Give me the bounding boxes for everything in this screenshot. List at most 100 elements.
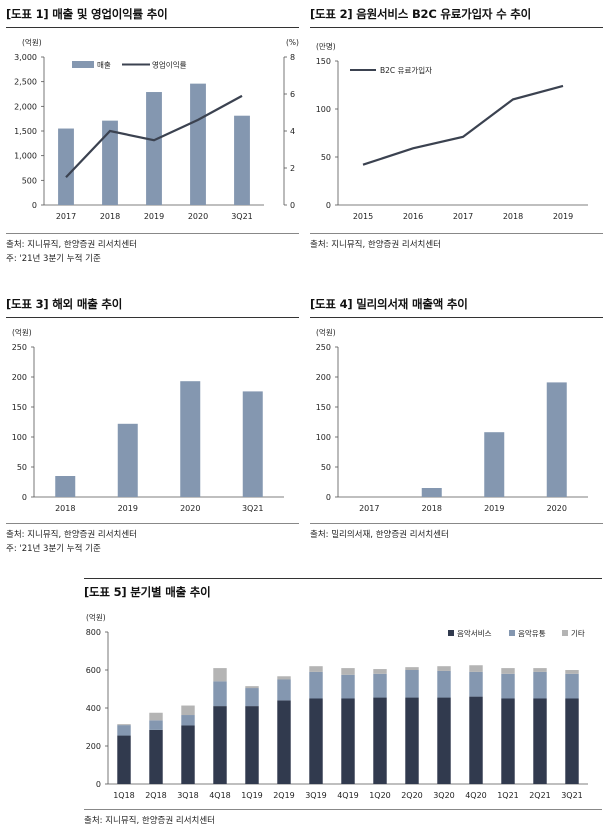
bar-2018 bbox=[55, 476, 76, 497]
x-tick-label: 3Q20 bbox=[433, 791, 455, 800]
y-tick-label: 100 bbox=[12, 433, 27, 442]
x-tick-label: 2020 bbox=[547, 504, 567, 513]
y-tick-label: 200 bbox=[12, 373, 27, 382]
y2-axis-unit: (%) bbox=[286, 38, 299, 47]
x-tick-label: 2018 bbox=[422, 504, 442, 513]
x-tick-label: 1Q19 bbox=[241, 791, 263, 800]
bar-음악서비스-3Q19 bbox=[309, 698, 323, 784]
figure-2-bottom-rule bbox=[310, 233, 603, 234]
legend-label-영업이익률: 영업이익률 bbox=[152, 60, 187, 70]
bar-기타-1Q18 bbox=[117, 724, 131, 726]
legend-swatch-기타 bbox=[562, 630, 568, 636]
y-tick-label: 0 bbox=[96, 780, 101, 789]
y-tick-label: 50 bbox=[17, 463, 27, 472]
x-tick-label: 2020 bbox=[188, 212, 208, 221]
figure-1-top-rule bbox=[6, 27, 299, 28]
bar-2020 bbox=[180, 381, 201, 497]
bar-음악유통-3Q19 bbox=[309, 671, 323, 699]
x-tick-label: 3Q21 bbox=[242, 504, 264, 513]
bar-매출 bbox=[102, 120, 118, 205]
figure-5-top-rule bbox=[84, 578, 602, 579]
bar-음악유통-1Q19 bbox=[245, 688, 259, 707]
y-tick-label: 2,500 bbox=[14, 78, 37, 87]
figure-1-note: 주: '21년 3분기 누적 기준 bbox=[6, 254, 101, 264]
y-tick-label: 0 bbox=[326, 493, 331, 502]
legend-swatch-음악서비스 bbox=[448, 630, 454, 636]
bar-기타-2Q18 bbox=[149, 712, 163, 721]
bar-기타-1Q19 bbox=[245, 686, 259, 689]
bar-매출 bbox=[190, 83, 206, 205]
y-tick-label: 400 bbox=[86, 704, 101, 713]
x-tick-label: 2018 bbox=[100, 212, 120, 221]
y2-tick-label: 8 bbox=[290, 53, 295, 62]
bar-음악서비스-4Q20 bbox=[469, 696, 483, 784]
bar-음악유통-4Q20 bbox=[469, 671, 483, 697]
y-tick-label: 250 bbox=[12, 343, 27, 352]
legend-label-기타: 기타 bbox=[571, 629, 585, 638]
bar-음악서비스-1Q19 bbox=[245, 706, 259, 784]
figure-2-title: [도표 2] 음원서비스 B2C 유료가입자 수 추이 bbox=[310, 7, 532, 21]
bar-2019 bbox=[117, 423, 138, 497]
bar-매출 bbox=[58, 128, 74, 205]
x-tick-label: 4Q20 bbox=[465, 791, 487, 800]
bar-음악유통-1Q18 bbox=[117, 725, 131, 736]
bar-기타-4Q20 bbox=[469, 665, 483, 672]
figure-5-chart: 0 200 400 600 800 (억원) 1Q18 2Q18 3Q18 4Q18 1Q19 2Q1… bbox=[86, 613, 588, 800]
y-tick-label: 250 bbox=[316, 343, 331, 352]
bar-음악유통-1Q21 bbox=[501, 673, 515, 699]
y-tick-label: 2,000 bbox=[14, 102, 37, 111]
bar-기타-4Q19 bbox=[341, 668, 355, 675]
bar-음악유통-1Q20 bbox=[373, 673, 387, 698]
y-tick-label: 200 bbox=[86, 742, 101, 751]
bar-기타-3Q18 bbox=[181, 705, 195, 716]
figure-2-top-rule bbox=[310, 27, 603, 28]
bar-음악서비스-2Q18 bbox=[149, 729, 163, 784]
y-axis-unit: (억원) bbox=[12, 328, 32, 337]
x-tick-label: 2018 bbox=[503, 212, 523, 221]
figure-3-chart: 0 50 100 150 200 250 (억원) 2018 2019 2020 3Q21 bbox=[12, 328, 284, 513]
bar-3Q21 bbox=[242, 391, 263, 497]
figure-3-bottom-rule bbox=[6, 523, 299, 524]
bar-음악서비스-4Q18 bbox=[213, 706, 227, 784]
bar-음악유통-3Q21 bbox=[565, 673, 579, 699]
x-tick-label: 2017 bbox=[359, 504, 379, 513]
x-tick-label: 3Q18 bbox=[177, 791, 199, 800]
bar-기타-1Q20 bbox=[373, 669, 387, 674]
y-tick-label: 3,000 bbox=[14, 53, 37, 62]
bar-음악유통-2Q21 bbox=[533, 671, 547, 699]
legend-label-매출: 매출 bbox=[97, 60, 111, 70]
x-tick-label: 2019 bbox=[484, 504, 504, 513]
bar-기타-2Q21 bbox=[533, 668, 547, 672]
figure-4: [도표 4] 밀리의서재 매출액 추이 0 50 100 150 200 250 (억원) 2… bbox=[310, 290, 603, 560]
y2-tick-label: 4 bbox=[290, 127, 295, 136]
bar-2019 bbox=[484, 432, 505, 497]
bar-기타-3Q20 bbox=[437, 666, 451, 671]
bar-음악서비스-3Q18 bbox=[181, 725, 195, 784]
y-tick-label: 0 bbox=[326, 201, 331, 210]
x-tick-label: 4Q19 bbox=[337, 791, 359, 800]
line-영업이익률 bbox=[65, 94, 243, 179]
y-axis-unit: (억원) bbox=[86, 613, 106, 622]
bar-음악서비스-2Q19 bbox=[277, 700, 291, 784]
y-tick-label: 800 bbox=[86, 628, 101, 637]
y-tick-label: 1,500 bbox=[14, 127, 37, 136]
x-tick-label: 1Q20 bbox=[369, 791, 391, 800]
x-tick-label: 2Q18 bbox=[145, 791, 167, 800]
bar-기타-2Q19 bbox=[277, 676, 291, 680]
bar-기타-1Q21 bbox=[501, 668, 515, 674]
bar-음악유통-4Q18 bbox=[213, 681, 227, 707]
bar-2018 bbox=[421, 488, 442, 497]
figure-4-source: 출처: 밀리의서재, 한양증권 리서치센터 bbox=[310, 530, 449, 540]
y-tick-label: 1,000 bbox=[14, 152, 37, 161]
figure-3-title: [도표 3] 해외 매출 추이 bbox=[6, 297, 123, 311]
x-tick-label: 2018 bbox=[55, 504, 75, 513]
bar-음악유통-4Q19 bbox=[341, 674, 355, 699]
y2-tick-label: 2 bbox=[290, 164, 295, 173]
bar-기타-4Q18 bbox=[213, 668, 227, 682]
y-tick-label: 100 bbox=[316, 105, 331, 114]
legend-label-음악유통: 음악유통 bbox=[518, 628, 546, 638]
line-b2c-subscribers bbox=[362, 84, 564, 166]
y-tick-label: 150 bbox=[316, 403, 331, 412]
bar-음악서비스-1Q20 bbox=[373, 697, 387, 784]
x-tick-label: 2Q19 bbox=[273, 791, 295, 800]
